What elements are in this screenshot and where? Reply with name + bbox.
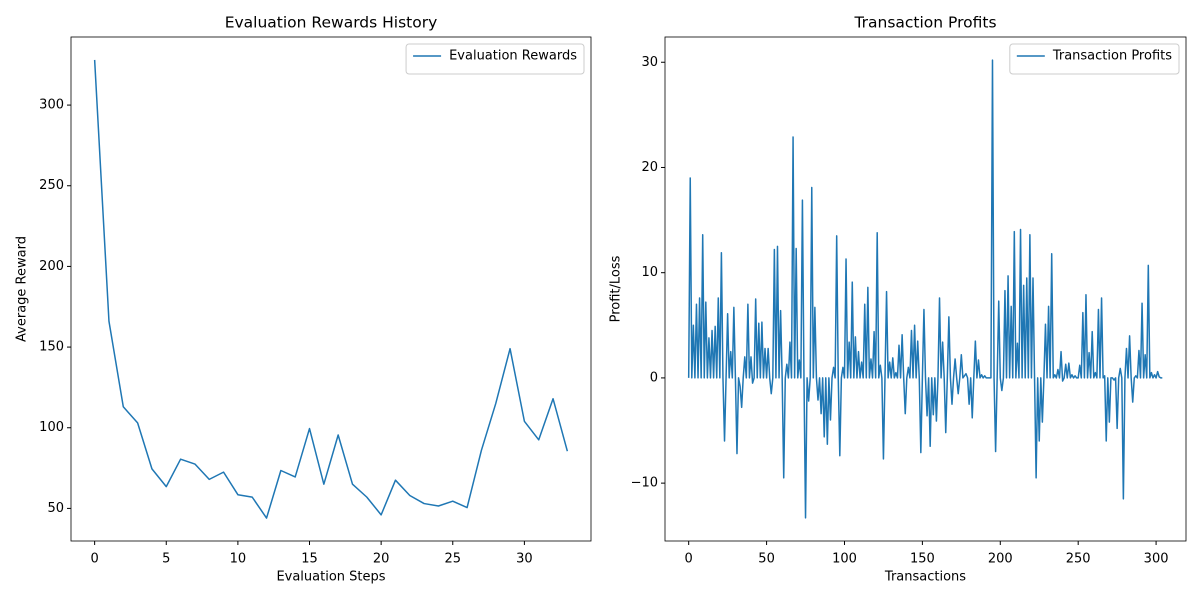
legend-box (1009, 43, 1180, 75)
y-tick-label: 0 (650, 370, 658, 385)
x-tick-label: 0 (90, 552, 98, 567)
y-axis-label: Profit/Loss (609, 255, 624, 322)
y-tick-label: 10 (641, 265, 658, 280)
x-tick-label: 30 (516, 552, 533, 567)
x-tick-label: 50 (758, 552, 775, 567)
x-tick-label: 10 (230, 552, 247, 567)
chart-title: Evaluation Rewards History (225, 14, 438, 32)
chart-title: Transaction Profits (853, 14, 996, 32)
x-tick-label: 150 (910, 552, 935, 567)
x-tick-label: 5 (162, 552, 170, 567)
x-axis-label: Transactions (884, 570, 966, 585)
legend-label: Transaction Profits (1052, 49, 1172, 64)
x-tick-label: 25 (444, 552, 461, 567)
x-tick-label: 20 (373, 552, 390, 567)
axes-frame (664, 36, 1187, 542)
axes-frame (70, 36, 592, 542)
y-tick-label: 300 (39, 98, 64, 113)
data-line (687, 59, 1163, 519)
legend-label: Evaluation Rewards (449, 49, 577, 64)
y-tick-label: 150 (39, 340, 64, 355)
y-tick-label: 30 (641, 55, 658, 70)
x-tick-label: 200 (988, 552, 1013, 567)
x-tick-label: 0 (685, 552, 693, 567)
legend: Transaction Profits (1009, 43, 1180, 75)
y-tick-label: 250 (39, 178, 64, 193)
y-tick-label: 20 (641, 160, 658, 175)
x-tick-label: 300 (1144, 552, 1169, 567)
data-line (93, 59, 569, 519)
y-tick-label: 200 (39, 259, 64, 274)
y-axis-label: Average Reward (15, 236, 30, 342)
y-tick-label: −10 (631, 476, 658, 491)
x-tick-label: 250 (1066, 552, 1091, 567)
y-tick-label: 100 (39, 420, 64, 435)
legend: Evaluation Rewards (405, 43, 585, 75)
y-tick-label: 50 (47, 501, 64, 516)
legend-box (405, 43, 585, 75)
x-tick-label: 100 (832, 552, 857, 567)
x-axis-label: Evaluation Steps (276, 570, 385, 585)
x-tick-label: 15 (301, 552, 318, 567)
